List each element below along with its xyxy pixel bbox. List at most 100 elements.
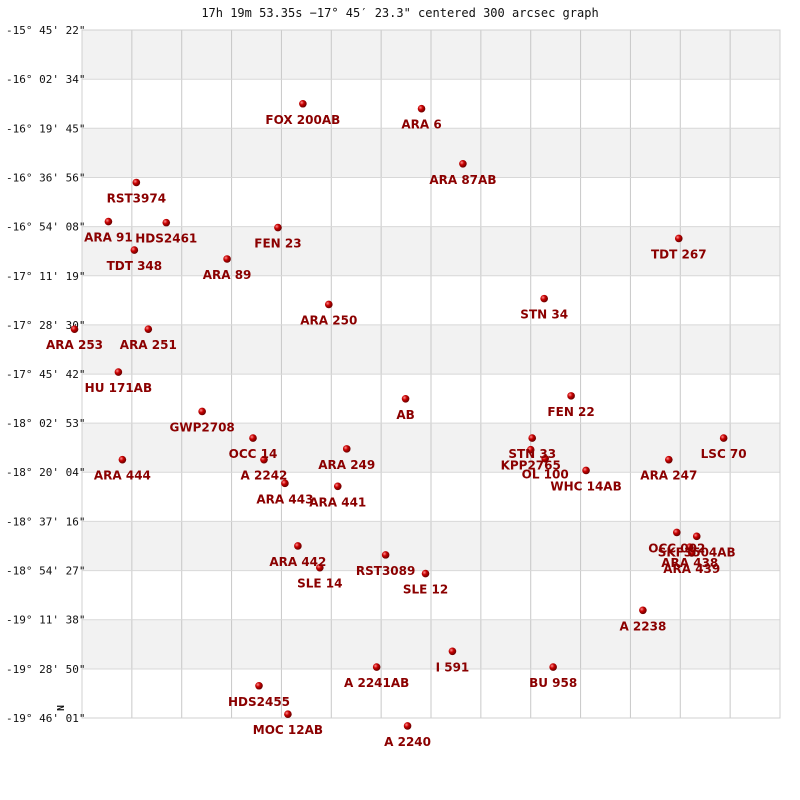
star-marker — [324, 300, 333, 309]
horizontal-gridlines — [81, 29, 781, 719]
star-marker — [672, 528, 681, 537]
star-marker — [260, 455, 268, 464]
star-label: RST3974 — [107, 191, 166, 205]
star-label: BU 958 — [529, 676, 577, 690]
star-marker — [70, 325, 79, 333]
star-label: AB — [396, 408, 414, 422]
y-tick-label: -15° 45' 22" — [6, 24, 85, 37]
star-label: ARA 253 — [46, 338, 103, 352]
y-tick-label: -18° 02' 53" — [6, 417, 85, 430]
y-tick-label: -19° 46' 01" — [6, 712, 85, 725]
star-marker — [284, 710, 292, 719]
y-tick-label: -18° 20' 04" — [6, 466, 85, 479]
y-tick-label: -16° 54' 08" — [6, 221, 85, 234]
star-label: GWP2708 — [170, 420, 235, 434]
y-tick-label: -17° 11' 19" — [6, 270, 85, 283]
star-marker — [639, 606, 647, 615]
star-marker — [294, 542, 302, 550]
y-tick-label: -17° 28' 30" — [6, 319, 85, 332]
star-label: HU 171AB — [85, 381, 152, 395]
star-label: WHC 14AB — [550, 479, 621, 493]
star-marker — [372, 663, 381, 671]
star-markers — [70, 99, 728, 730]
star-label: HDS2461 — [135, 232, 197, 246]
star-marker — [541, 454, 549, 463]
star-marker — [130, 246, 139, 254]
chart-title: 17h 19m 53.35s −17° 45′ 23.3" centered 3… — [201, 6, 598, 20]
star-marker — [223, 255, 231, 263]
star-label: A 2240 — [384, 735, 431, 749]
star-label: ARA 87AB — [429, 173, 496, 187]
star-marker — [144, 325, 153, 333]
star-marker — [421, 569, 430, 578]
star-label: STN 33 — [508, 447, 556, 461]
star-label: ARA 444 — [94, 469, 151, 483]
y-tick-label: -19° 11' 38" — [6, 614, 85, 627]
y-tick-label: -16° 19' 45" — [6, 122, 85, 135]
plot-frame — [81, 29, 781, 719]
star-label: ARA 249 — [318, 458, 375, 472]
star-marker — [448, 647, 457, 656]
star-marker — [459, 159, 467, 168]
star-marker — [685, 543, 694, 551]
star-label: FEN 23 — [254, 237, 301, 251]
star-marker — [118, 455, 127, 464]
star-marker — [299, 99, 307, 108]
star-label: I 591 — [436, 660, 470, 674]
star-label: ARA 441 — [309, 495, 366, 509]
y-tick-label: -16° 02' 34" — [6, 73, 85, 86]
star-label: SKF3504AB — [658, 545, 736, 559]
star-marker — [403, 722, 412, 730]
star-marker — [526, 445, 535, 454]
star-label: OL 100 — [522, 468, 569, 482]
star-label: ARA 438 — [661, 556, 718, 570]
star-marker — [132, 178, 141, 187]
star-marker — [249, 434, 257, 442]
star-marker — [540, 294, 548, 303]
north-indicator: N — [56, 705, 67, 711]
star-label: SLE 12 — [403, 583, 448, 597]
star-label: ARA 250 — [300, 313, 357, 327]
star-marker — [342, 445, 351, 453]
star-label: OCC 14 — [229, 447, 278, 461]
star-label: OCC 002 — [648, 541, 705, 555]
star-marker — [687, 549, 696, 557]
star-label: RST3089 — [356, 564, 415, 578]
star-label: ARA 443 — [256, 492, 313, 506]
star-label: FEN 22 — [547, 405, 594, 419]
star-label: ARA 91 — [84, 231, 133, 245]
y-tick-label: -16° 36' 56" — [6, 172, 85, 185]
star-marker — [549, 663, 557, 671]
star-label: KPP2765 — [501, 459, 561, 473]
star-marker — [692, 532, 701, 541]
star-marker — [281, 479, 289, 488]
star-marker — [255, 681, 263, 690]
star-marker — [162, 218, 171, 227]
star-marker — [274, 223, 282, 232]
y-tick-label: -17° 45' 42" — [6, 368, 85, 381]
star-label: ARA 251 — [120, 338, 177, 352]
y-axis-tick-labels: -15° 45' 22" -16° 02' 34" -16° 19' 45" -16°… — [6, 24, 85, 725]
star-label: LSC 70 — [701, 447, 747, 461]
star-label: A 2238 — [619, 619, 666, 633]
star-label: HDS2455 — [228, 695, 290, 709]
star-marker — [333, 482, 342, 491]
star-marker — [381, 551, 390, 559]
star-label: ARA 439 — [663, 562, 720, 576]
star-marker — [582, 466, 590, 475]
star-label: ARA 6 — [401, 118, 441, 132]
star-marker — [316, 563, 324, 572]
star-label: STN 34 — [520, 308, 568, 322]
star-label: MOC 12AB — [253, 723, 323, 737]
star-marker — [528, 434, 537, 442]
y-tick-label: -18° 54' 27" — [6, 565, 85, 578]
star-marker — [567, 392, 575, 400]
y-tick-label: -18° 37' 16" — [6, 515, 85, 528]
star-label: SLE 14 — [297, 577, 342, 591]
star-label: ARA 89 — [203, 268, 252, 282]
star-marker — [674, 234, 683, 243]
star-marker — [719, 434, 728, 442]
star-label: ARA 442 — [269, 555, 326, 569]
